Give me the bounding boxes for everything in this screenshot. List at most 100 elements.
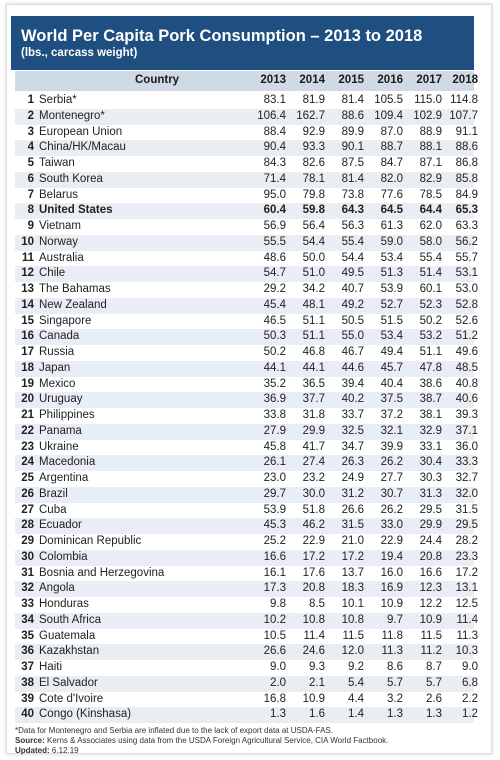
row-value-2016: 37.2: [380, 409, 403, 421]
row-value-2013: 26.6: [263, 645, 286, 658]
table-row: 39 Cote d'Ivoire 16.8 10.9 4.4 3.2 2.6 2.2: [15, 692, 478, 708]
row-country: Ecuador: [39, 519, 82, 532]
row-value-2014: 9.3: [309, 661, 325, 673]
row-value-2015: 18.3: [341, 582, 364, 595]
row-value-2017: 38.7: [419, 393, 442, 406]
row-value-2013: 60.4: [263, 204, 286, 217]
page-title: World Per Capita Pork Consumption – 2013…: [21, 27, 423, 45]
row-value-2017: 55.4: [419, 251, 442, 264]
row-country: Kazakhstan: [39, 645, 100, 658]
row-value-2013: 55.5: [263, 235, 286, 248]
table-row: 20 Uruguay 36.9 37.7 40.2 37.5 38.7 40.6: [15, 392, 478, 408]
row-country: Singapore: [39, 314, 92, 327]
row-value-2017: 52.3: [419, 298, 442, 311]
row-value-2013: 23.0: [263, 472, 286, 484]
row-value-2013: 2.0: [270, 676, 286, 689]
table-row: 2 Montenegro* 106.4 162.7 88.6 109.4 102.9 107.…: [15, 108, 478, 125]
row-value-2016: 105.5: [374, 94, 403, 106]
row-value-2015: 39.4: [341, 377, 364, 390]
row-value-2013: 33.8: [263, 409, 286, 421]
table-row: 16 Canada 50.3 51.1 55.0 53.4 53.2 51.2: [15, 329, 478, 345]
row-value-2013: 26.1: [263, 456, 286, 469]
row-value-2014: 11.4: [303, 629, 325, 642]
row-country: Taiwan: [39, 157, 75, 169]
row-value-2014: 48.1: [302, 298, 325, 311]
row-value-2017: 31.3: [419, 487, 442, 500]
column-header-2017: 2017: [416, 74, 442, 86]
row-value-2018: 91.1: [455, 125, 478, 138]
row-value-2016: 11.3: [381, 645, 403, 658]
row-value-2015: 26.3: [341, 456, 364, 469]
row-value-2018: 65.3: [455, 204, 478, 217]
row-rank: 12: [21, 267, 34, 280]
row-rank: 27: [21, 503, 34, 516]
table-row: 37 Haiti 9.0 9.3 9.2 8.6 8.7 9.0: [15, 660, 478, 676]
row-value-2018: 51.2: [455, 330, 478, 343]
row-country: Russia: [39, 346, 75, 358]
row-value-2018: 114.8: [450, 94, 478, 106]
table-row: 8 United States 60.4 59.8 64.3 64.5 64.4 65.3: [15, 203, 478, 219]
row-rank: 30: [21, 550, 34, 563]
row-rank: 32: [21, 582, 34, 595]
row-value-2016: 82.0: [380, 172, 403, 185]
table-row: 4 China/HK/Macau 90.4 93.3 90.1 88.7 88.1 88.6: [15, 140, 478, 156]
row-rank: 26: [21, 487, 34, 500]
table-row: 25 Argentina 23.0 23.2 24.9 27.7 30.3 32.7: [15, 471, 478, 487]
table-row: 15 Singapore 46.5 51.1 50.5 51.5 50.2 52.6: [15, 314, 478, 330]
row-value-2013: 9.8: [270, 598, 286, 610]
row-country: Canada: [39, 330, 80, 343]
row-value-2017: 88.9: [419, 125, 442, 138]
row-value-2014: 82.6: [302, 157, 325, 169]
row-value-2014: 27.4: [302, 456, 325, 469]
row-rank: 8: [27, 204, 34, 217]
footnote: *Data for Montenegro and Serbia are infl…: [15, 726, 333, 735]
column-header-2015: 2015: [338, 74, 364, 86]
row-value-2015: 55.0: [341, 330, 364, 343]
row-value-2016: 87.0: [380, 125, 403, 138]
row-value-2016: 37.5: [380, 393, 403, 406]
column-header-2013: 2013: [260, 74, 286, 86]
row-rank: 6: [27, 172, 34, 185]
row-value-2015: 54.4: [341, 251, 364, 264]
row-value-2013: 1.3: [270, 708, 286, 721]
row-value-2017: 60.1: [419, 283, 442, 295]
row-value-2018: 55.7: [455, 251, 478, 264]
source-line: Source: Kerns & Associates using data fr…: [15, 736, 480, 746]
row-value-2015: 32.5: [341, 424, 364, 437]
updated-line: Updated: 6.12.19: [15, 746, 480, 756]
row-value-2014: 46.8: [302, 346, 325, 358]
row-value-2018: 56.2: [455, 235, 478, 248]
table-header: World Per Capita Pork Consumption – 2013…: [11, 16, 474, 70]
table-row: 19 Mexico 35.2 36.5 39.4 40.4 38.6 40.8: [15, 377, 478, 393]
row-value-2018: 13.1: [455, 582, 478, 595]
row-value-2017: 10.9: [419, 613, 442, 626]
row-value-2014: 51.1: [302, 330, 325, 343]
row-country: Honduras: [39, 598, 89, 610]
row-value-2014: 23.2: [302, 472, 325, 484]
row-value-2016: 8.6: [387, 661, 403, 673]
row-value-2013: 9.0: [270, 661, 286, 673]
row-value-2013: 54.7: [263, 267, 286, 280]
row-country: Australia: [39, 251, 84, 264]
row-value-2016: 33.0: [380, 519, 403, 532]
row-value-2014: 37.7: [302, 393, 325, 406]
row-value-2014: 79.8: [302, 188, 325, 201]
row-value-2017: 51.4: [419, 267, 442, 280]
row-value-2015: 24.9: [341, 472, 364, 484]
row-value-2013: 90.4: [263, 141, 286, 154]
table-row: 9 Vietnam 56.9 56.4 56.3 61.3 62.0 63.3: [15, 219, 478, 235]
row-value-2013: 106.4: [257, 109, 286, 122]
row-value-2018: 29.5: [455, 519, 478, 532]
row-value-2016: 16.9: [380, 582, 403, 595]
row-value-2017: 58.0: [419, 235, 442, 248]
row-value-2015: 44.6: [341, 361, 364, 374]
row-country: Serbia*: [39, 94, 77, 106]
table-row: 13 The Bahamas 29.2 34.2 40.7 53.9 60.1 53.0: [15, 282, 478, 298]
row-rank: 16: [21, 330, 34, 343]
row-rank: 7: [27, 188, 34, 201]
row-value-2018: 48.5: [455, 361, 478, 374]
row-value-2013: 44.1: [263, 361, 286, 374]
row-value-2016: 30.7: [380, 487, 403, 500]
row-value-2018: 53.1: [455, 267, 478, 280]
table-row: 12 Chile 54.7 51.0 49.5 51.3 51.4 53.1: [15, 266, 478, 282]
